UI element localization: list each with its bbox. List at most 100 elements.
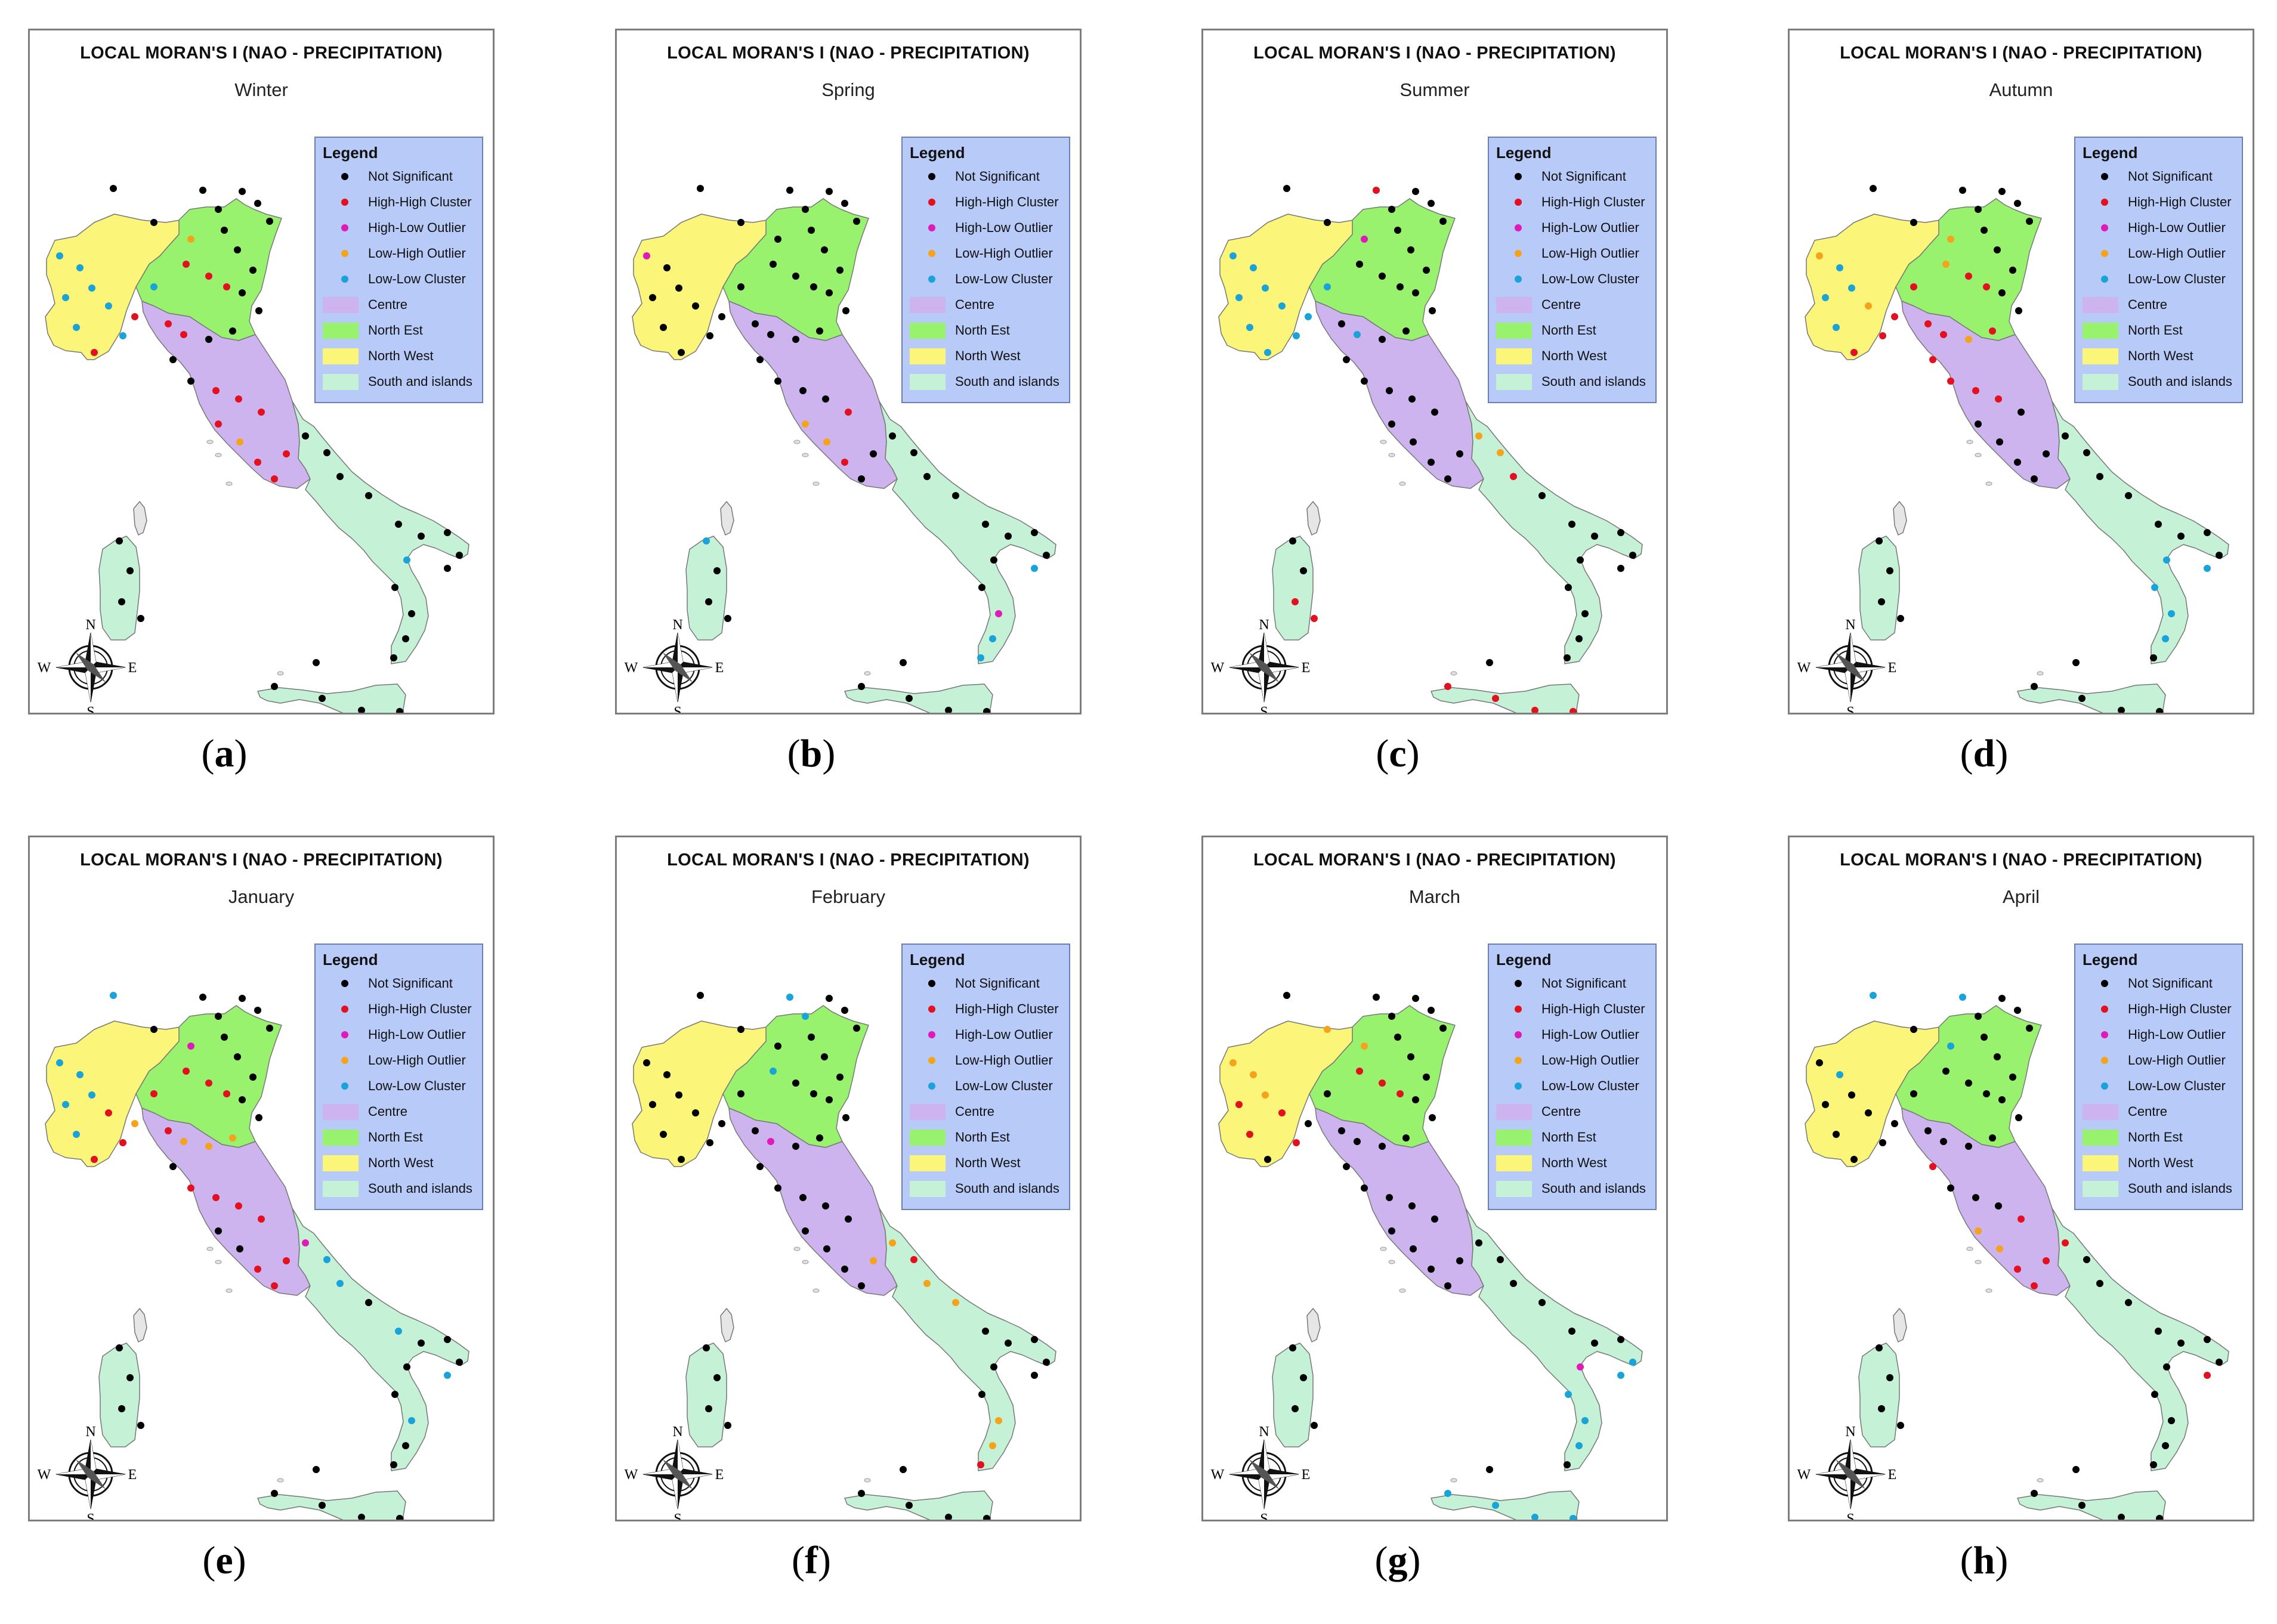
- station-dot: [2155, 1328, 2162, 1335]
- region-sicily: [844, 1490, 993, 1520]
- station-dot: [1942, 1068, 1949, 1075]
- station-dot: [205, 273, 212, 280]
- station-dot: [1005, 533, 1012, 540]
- station-dot: [2162, 1442, 2169, 1449]
- station-dot: [187, 236, 194, 243]
- station-dot: [1833, 324, 1840, 331]
- station-dot: [1324, 1026, 1331, 1033]
- station-dot: [1361, 1184, 1368, 1192]
- station-dot: [1402, 327, 1410, 335]
- station-dot: [718, 313, 725, 320]
- region-north-est: [135, 198, 282, 341]
- station-dot: [978, 584, 985, 591]
- small-island: [802, 453, 809, 457]
- station-dot: [2014, 1266, 2021, 1273]
- legend-label: North West: [368, 1155, 434, 1170]
- station-dot: [2216, 552, 2223, 559]
- compass-label-w: W: [1211, 660, 1225, 676]
- station-dot: [853, 1025, 860, 1032]
- station-dot: [870, 450, 877, 457]
- compass-label-w: W: [1211, 1467, 1225, 1483]
- legend-dot-marker: [341, 173, 348, 180]
- legend-label: South and islands: [955, 1181, 1059, 1196]
- caption-letter: d: [1973, 732, 1995, 775]
- small-island: [1450, 671, 1457, 676]
- legend-label: High-High Cluster: [955, 1001, 1059, 1016]
- legend-item: High-Low Outlier: [316, 215, 482, 239]
- legend-color-swatch: [910, 297, 946, 313]
- station-dot: [1262, 284, 1269, 292]
- station-dot: [302, 432, 309, 440]
- map-panel: LOCAL MORAN'S I (NAO - PRECIPITATION) Feb…: [615, 836, 1082, 1521]
- station-dot: [737, 1090, 744, 1097]
- station-dot: [1886, 1374, 1893, 1381]
- compass-label-n: N: [1259, 1424, 1269, 1440]
- legend-label: Centre: [2128, 297, 2168, 312]
- station-dot: [444, 565, 451, 572]
- legend-color-swatch: [1496, 1130, 1532, 1146]
- legend-dot-marker: [928, 276, 935, 283]
- small-island: [215, 453, 222, 457]
- station-dot: [858, 683, 865, 690]
- legend-item: High-Low Outlier: [903, 215, 1069, 239]
- station-dot: [1388, 1013, 1395, 1020]
- station-dot: [1486, 659, 1493, 666]
- station-dot: [255, 1114, 262, 1121]
- station-dot: [1870, 992, 1877, 999]
- station-dot: [977, 1461, 984, 1468]
- station-dot: [1412, 995, 1419, 1002]
- station-dot: [2125, 492, 2132, 499]
- station-dot: [1373, 994, 1380, 1001]
- station-dot: [982, 1328, 989, 1335]
- compass-label-s: S: [673, 1511, 681, 1520]
- station-dot: [1278, 1109, 1286, 1116]
- station-dot: [1998, 995, 2006, 1002]
- station-dot: [1591, 533, 1598, 540]
- station-dot: [2072, 1466, 2080, 1473]
- caption-close-paren: ): [234, 732, 248, 775]
- legend-title: Legend: [2083, 144, 2138, 162]
- station-dot: [205, 1079, 212, 1087]
- region-sardinia: [685, 1342, 727, 1447]
- legend-label: North Est: [955, 1130, 1010, 1144]
- legend-label: North Est: [955, 323, 1010, 338]
- station-dot: [1947, 378, 1954, 385]
- station-dot: [236, 438, 243, 446]
- station-dot: [1439, 1025, 1447, 1032]
- small-island: [1388, 453, 1395, 457]
- legend-item: Low-High Outlier: [316, 241, 482, 265]
- legend-dot-marker: [928, 250, 935, 257]
- small-island: [793, 440, 801, 444]
- station-dot: [1564, 654, 1571, 661]
- station-dot: [205, 1143, 212, 1150]
- station-dot: [1324, 219, 1331, 226]
- station-dot: [858, 1282, 865, 1289]
- station-dot: [215, 206, 222, 213]
- legend-box: Legend Not Significant High-High Cluster Hi…: [2074, 137, 2243, 403]
- legend-label: South and islands: [1541, 1181, 1646, 1196]
- station-dot: [853, 218, 860, 225]
- station-dot: [675, 284, 682, 292]
- caption-close-paren: ): [1995, 732, 2009, 775]
- station-dot: [183, 261, 190, 268]
- station-dot: [697, 185, 704, 192]
- station-dot: [2118, 1514, 2125, 1520]
- legend-label: Centre: [368, 297, 408, 312]
- station-dot: [1975, 206, 1982, 213]
- station-dot: [2031, 683, 2038, 690]
- legend-dot-marker: [2101, 1031, 2108, 1038]
- station-dot: [836, 1074, 844, 1081]
- legend-label: Not Significant: [1541, 169, 1626, 184]
- station-dot: [169, 356, 177, 363]
- station-dot: [808, 1034, 815, 1041]
- station-dot: [2014, 200, 2021, 207]
- legend-item: Centre: [903, 292, 1069, 316]
- legend-color-swatch: [2083, 374, 2118, 390]
- region-north-est: [1895, 198, 2042, 341]
- legend-label: Not Significant: [2128, 169, 2213, 184]
- region-centre: [728, 301, 898, 489]
- station-dot: [1995, 1202, 2002, 1210]
- station-dot: [1865, 1109, 1872, 1116]
- small-island: [1975, 453, 1982, 457]
- station-dot: [1940, 1138, 1947, 1145]
